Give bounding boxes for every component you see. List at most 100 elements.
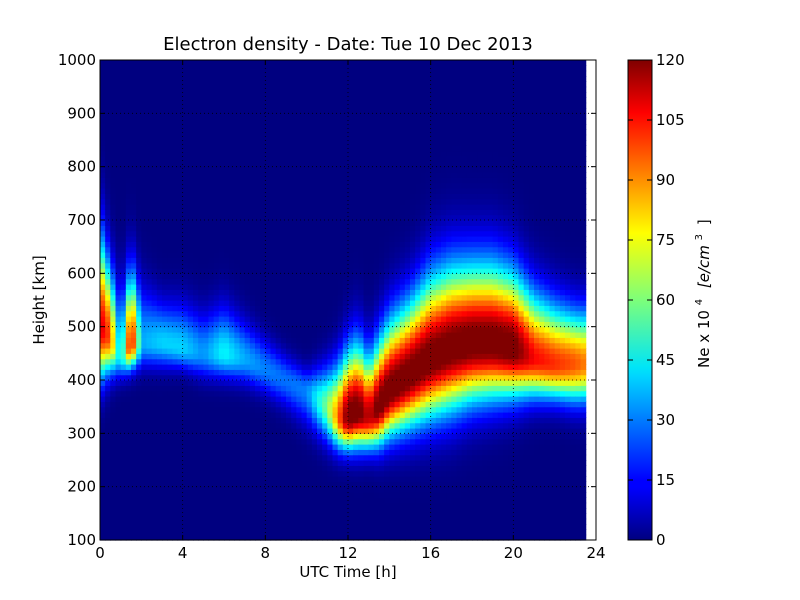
heatmap-cell: [275, 454, 282, 461]
heatmap-cell: [234, 278, 241, 285]
heatmap-cell: [275, 438, 282, 445]
heatmap-cell: [301, 102, 308, 109]
heatmap-cell: [162, 150, 168, 157]
heatmap-cell: [131, 220, 137, 226]
heatmap-cell: [198, 374, 204, 381]
heatmap-cell: [177, 294, 184, 301]
heatmap-cell: [342, 518, 349, 525]
heatmap-cell: [348, 374, 354, 381]
heatmap-cell: [224, 518, 230, 525]
heatmap-cell: [229, 502, 235, 509]
heatmap-cell: [358, 150, 365, 157]
heatmap-cell: [342, 124, 349, 130]
heatmap-cell: [120, 257, 127, 264]
heatmap-cell: [358, 289, 365, 296]
heatmap-cell: [115, 428, 122, 434]
heatmap-cell: [208, 449, 215, 456]
heatmap-cell: [146, 86, 153, 93]
heatmap-cell: [342, 321, 349, 328]
heatmap-cell: [110, 465, 117, 472]
heatmap-cell: [373, 364, 380, 370]
heatmap-cell: [332, 214, 339, 221]
heatmap-cell: [167, 241, 173, 248]
heatmap-cell: [198, 278, 204, 285]
heatmap-cell: [255, 385, 261, 392]
heatmap-cell: [198, 337, 204, 344]
heatmap-cell: [162, 465, 168, 472]
heatmap-cell: [291, 156, 297, 162]
heatmap-cell: [193, 502, 199, 509]
heatmap-cell: [213, 406, 220, 413]
heatmap-cell: [265, 273, 272, 280]
heatmap-cell: [187, 401, 194, 408]
heatmap-cell: [379, 326, 385, 333]
heatmap-cell: [131, 156, 137, 162]
heatmap-cell: [296, 390, 303, 397]
heatmap-cell: [353, 134, 359, 141]
heatmap-cell: [177, 204, 184, 210]
heatmap-cell: [167, 438, 173, 445]
heatmap-cell: [373, 252, 380, 258]
heatmap-cell: [265, 209, 272, 216]
heatmap-cell: [115, 358, 122, 365]
heatmap-cell: [363, 460, 370, 466]
heatmap-cell: [270, 92, 277, 98]
heatmap-cell: [280, 262, 287, 269]
heatmap-cell: [218, 417, 225, 424]
heatmap-cell: [146, 246, 153, 253]
heatmap-cell: [311, 198, 318, 205]
heatmap-cell: [306, 156, 313, 162]
heatmap-cell: [301, 444, 308, 450]
heatmap-cell: [368, 449, 375, 456]
heatmap-cell: [182, 422, 189, 429]
heatmap-cell: [239, 406, 246, 413]
heatmap-cell: [115, 124, 122, 130]
heatmap-cell: [177, 508, 184, 514]
heatmap-cell: [208, 529, 215, 536]
heatmap-cell: [379, 369, 385, 376]
heatmap-cell: [156, 246, 163, 253]
heatmap-cell: [373, 92, 380, 98]
heatmap-cell: [110, 390, 117, 397]
heatmap-cell: [100, 342, 106, 349]
heatmap-cell: [265, 508, 272, 514]
heatmap-cell: [239, 481, 246, 488]
heatmap-cell: [105, 193, 111, 200]
heatmap-cell: [131, 326, 137, 333]
heatmap-cell: [239, 225, 246, 232]
heatmap-cell: [280, 166, 287, 173]
heatmap-cell: [363, 337, 370, 344]
heatmap-cell: [301, 486, 308, 493]
heatmap-cell: [141, 518, 148, 525]
heatmap-cell: [306, 476, 313, 482]
heatmap-cell: [332, 161, 339, 168]
heatmap-cell: [177, 214, 184, 221]
heatmap-cell: [172, 300, 179, 306]
heatmap-cell: [280, 353, 287, 360]
heatmap-cell: [311, 262, 318, 269]
heatmap-cell: [105, 492, 111, 498]
heatmap-cell: [151, 220, 158, 226]
heatmap-cell: [337, 177, 344, 184]
heatmap-cell: [260, 124, 266, 130]
heatmap-cell: [270, 150, 277, 157]
heatmap-cell: [120, 332, 127, 338]
heatmap-cell: [213, 412, 220, 418]
heatmap-cell: [120, 209, 127, 216]
heatmap-cell: [368, 273, 375, 280]
heatmap-cell: [296, 124, 303, 130]
heatmap-cell: [224, 252, 230, 258]
heatmap-cell: [177, 129, 184, 136]
heatmap-cell: [224, 198, 230, 205]
heatmap-cell: [172, 252, 179, 258]
heatmap-cell: [213, 134, 220, 141]
heatmap-cell: [363, 92, 370, 98]
heatmap-cell: [348, 113, 354, 120]
heatmap-cell: [177, 284, 184, 290]
heatmap-cell: [187, 369, 194, 376]
heatmap-cell: [260, 108, 266, 114]
heatmap-cell: [244, 118, 251, 125]
heatmap-cell: [146, 166, 153, 173]
heatmap-cell: [249, 444, 256, 450]
heatmap-cell: [311, 76, 318, 82]
